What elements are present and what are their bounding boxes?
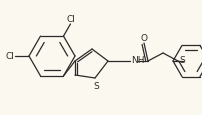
Text: O: O	[140, 34, 147, 43]
Text: NH: NH	[130, 56, 144, 65]
Text: Cl: Cl	[66, 15, 75, 24]
Text: S: S	[93, 81, 98, 90]
Text: S: S	[178, 56, 184, 65]
Text: Cl: Cl	[5, 52, 14, 61]
